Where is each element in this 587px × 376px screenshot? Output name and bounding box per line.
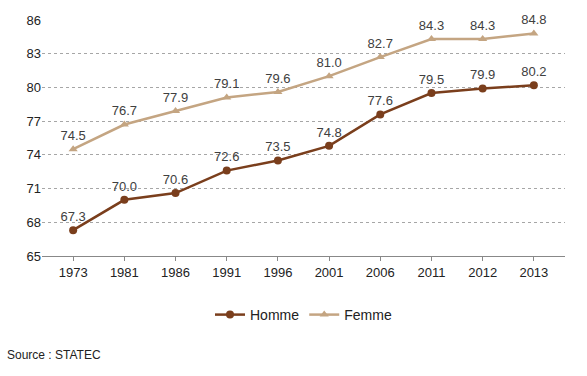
svg-text:2001: 2001 — [315, 265, 344, 280]
svg-text:74.5: 74.5 — [60, 128, 85, 143]
svg-text:1986: 1986 — [161, 265, 190, 280]
svg-text:65: 65 — [27, 249, 41, 264]
svg-text:86: 86 — [27, 13, 41, 28]
svg-text:Source : STATEC: Source : STATEC — [7, 348, 101, 362]
svg-text:1981: 1981 — [110, 265, 139, 280]
svg-text:77.6: 77.6 — [368, 93, 393, 108]
svg-text:84.3: 84.3 — [470, 18, 495, 33]
svg-text:1996: 1996 — [263, 265, 292, 280]
svg-text:2006: 2006 — [366, 265, 395, 280]
svg-text:79.1: 79.1 — [214, 76, 239, 91]
svg-text:81.0: 81.0 — [316, 55, 341, 70]
svg-text:77.9: 77.9 — [163, 90, 188, 105]
svg-text:2012: 2012 — [468, 265, 497, 280]
svg-text:1991: 1991 — [212, 265, 241, 280]
svg-text:70.6: 70.6 — [163, 172, 188, 187]
svg-text:70.0: 70.0 — [112, 179, 137, 194]
svg-text:83: 83 — [27, 46, 41, 61]
svg-text:77: 77 — [27, 114, 41, 129]
svg-text:84.3: 84.3 — [419, 18, 444, 33]
svg-text:79.6: 79.6 — [265, 71, 290, 86]
svg-text:79.9: 79.9 — [470, 67, 495, 82]
svg-text:67.3: 67.3 — [60, 209, 85, 224]
svg-text:2011: 2011 — [417, 265, 445, 280]
svg-text:71: 71 — [27, 181, 41, 196]
svg-text:82.7: 82.7 — [368, 36, 393, 51]
svg-text:Femme: Femme — [344, 307, 392, 323]
svg-text:76.7: 76.7 — [112, 103, 137, 118]
svg-text:79.5: 79.5 — [419, 72, 444, 87]
svg-text:84.8: 84.8 — [521, 12, 546, 27]
svg-text:1973: 1973 — [59, 265, 88, 280]
svg-text:80: 80 — [27, 80, 41, 95]
svg-text:68: 68 — [27, 215, 41, 230]
svg-text:Homme: Homme — [250, 307, 299, 323]
svg-text:2013: 2013 — [519, 265, 548, 280]
svg-text:74.8: 74.8 — [316, 125, 341, 140]
svg-text:73.5: 73.5 — [265, 139, 290, 154]
svg-text:74: 74 — [27, 147, 41, 162]
svg-text:72.6: 72.6 — [214, 149, 239, 164]
svg-text:80.2: 80.2 — [521, 64, 546, 79]
